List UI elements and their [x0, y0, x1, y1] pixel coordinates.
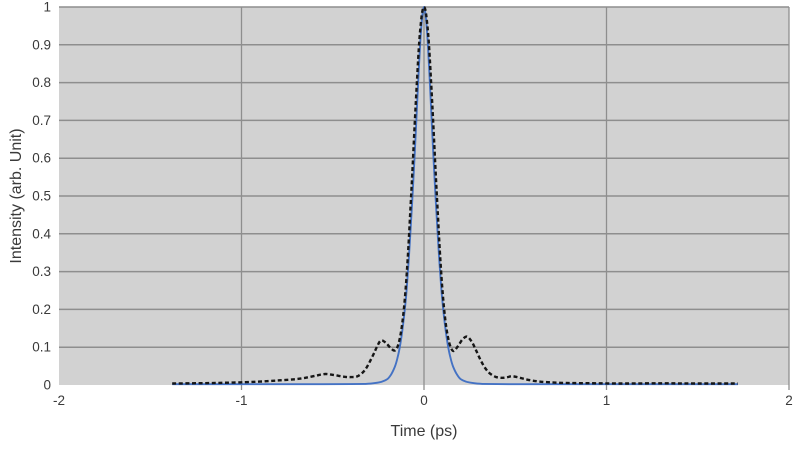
- y-tick-label: 0.9: [32, 37, 51, 52]
- y-tick-label: 0.8: [32, 75, 51, 90]
- series-measured-pulse: [172, 5, 738, 385]
- y-tick-label: 0.1: [32, 340, 51, 355]
- x-axis-title: Time (ps): [391, 423, 458, 440]
- y-tick-label: 0.7: [32, 113, 51, 128]
- y-tick-label: 0.4: [32, 226, 51, 241]
- y-tick-label: 0.3: [32, 264, 51, 279]
- y-tick-label: 0.2: [32, 302, 51, 317]
- y-tick-label: 0.5: [32, 189, 51, 204]
- y-tick-label: 1: [43, 0, 51, 15]
- x-tick-label: 1: [603, 393, 611, 408]
- x-tick-label: -1: [235, 393, 247, 408]
- y-axis-title: Intensity (arb. Unit): [8, 128, 25, 263]
- x-tick-label: -2: [53, 393, 65, 408]
- y-tick-label: 0.6: [32, 151, 51, 166]
- x-tick-label: 2: [785, 393, 793, 408]
- x-tick-label: 0: [420, 393, 428, 408]
- y-tick-label: 0: [43, 378, 51, 393]
